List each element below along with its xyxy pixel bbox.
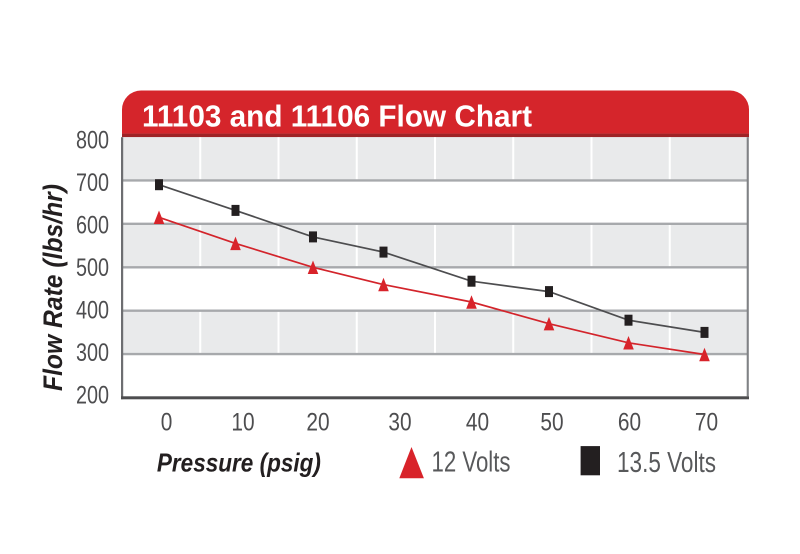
svg-text:40: 40 [466,409,489,437]
svg-text:30: 30 [388,409,411,437]
svg-text:0: 0 [161,409,173,437]
svg-text:12 Volts: 12 Volts [432,447,511,479]
svg-text:Pressure (psig): Pressure (psig) [157,448,321,478]
svg-text:200: 200 [76,382,109,410]
svg-text:300: 300 [76,339,109,367]
svg-text:60: 60 [618,409,641,437]
svg-text:11103 and 11106 Flow Chart: 11103 and 11106 Flow Chart [142,99,532,134]
svg-text:10: 10 [231,409,254,437]
svg-text:Flow Rate (lbs/hr): Flow Rate (lbs/hr) [38,184,68,391]
svg-text:800: 800 [76,127,109,155]
svg-text:500: 500 [76,254,109,282]
svg-text:13.5 Volts: 13.5 Volts [617,447,716,479]
svg-text:20: 20 [306,409,329,437]
svg-text:700: 700 [76,169,109,197]
svg-text:400: 400 [76,297,109,325]
svg-text:50: 50 [540,409,563,437]
svg-text:70: 70 [695,409,718,437]
svg-text:600: 600 [76,212,109,240]
